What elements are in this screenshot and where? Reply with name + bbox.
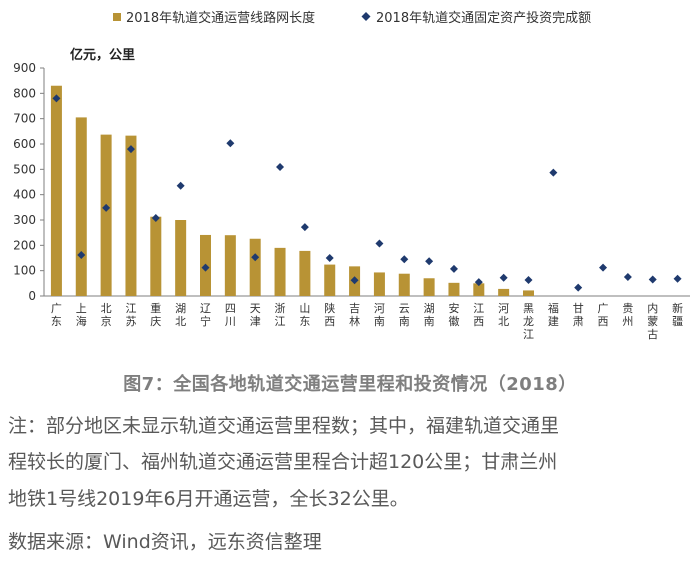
x-tick-label: 广西	[598, 302, 609, 328]
x-tick-label: 广东	[51, 302, 62, 328]
x-tick-label: 甘肃	[573, 302, 584, 328]
y-tick-label: 0	[28, 289, 36, 303]
y-tick-label: 200	[13, 238, 36, 252]
x-tick-label: 重庆	[150, 301, 161, 328]
y-tick-label: 300	[13, 213, 36, 227]
y-tick-label: 900	[13, 61, 36, 75]
point-山东	[300, 223, 309, 232]
point-安徽	[449, 264, 458, 273]
x-tick-label: 贵州	[622, 302, 633, 328]
x-tick-label: 天津	[250, 302, 261, 328]
x-tick-label: 湖南	[424, 302, 435, 328]
x-tick-label: 河南	[374, 302, 385, 328]
bar-陕西	[324, 264, 336, 296]
bar-湖北	[175, 220, 187, 296]
point-辽宁	[201, 263, 210, 272]
x-tick-label: 福建	[548, 301, 559, 328]
note-line-1: 注：部分地区未显示轨道交通运营里程数；其中，福建轨道交通里	[8, 415, 560, 437]
point-河北	[499, 273, 508, 282]
note-line-2: 程较长的厦门、福州轨道交通运营里程合计超120公里；甘肃兰州	[8, 451, 558, 473]
x-axis-labels: 广东上海北京江苏重庆湖北辽宁四川天津浙江山东陕西吉林河南云南湖南安徽江西河北黑龙…	[51, 301, 683, 341]
point-浙江	[276, 163, 285, 172]
bar-黑龙江	[523, 290, 534, 296]
x-tick-label: 湖北	[175, 302, 186, 328]
x-tick-label: 云南	[399, 302, 410, 328]
point-江苏	[126, 145, 135, 154]
bar-重庆	[150, 216, 162, 296]
point-河南	[375, 239, 384, 248]
x-tick-label: 吉林	[349, 302, 360, 328]
point-福建	[549, 168, 558, 177]
bar-江苏	[125, 135, 137, 296]
point-吉林	[350, 276, 359, 285]
bar-四川	[224, 235, 236, 296]
bar-河南	[373, 272, 385, 296]
chart-caption: 图7：全国各地轨道交通运营里程和投资情况（2018）	[123, 374, 577, 395]
bar-天津	[249, 238, 261, 296]
point-四川	[226, 139, 235, 148]
scatter-series	[52, 94, 682, 292]
y-tick-label: 800	[13, 86, 36, 100]
x-tick-label: 陕西	[324, 301, 335, 328]
point-重庆	[151, 213, 160, 222]
y-tick-label: 700	[13, 112, 36, 126]
data-source: 数据来源：Wind资讯，远东资信整理	[8, 531, 322, 553]
point-陕西	[325, 254, 334, 262]
point-广西	[599, 263, 608, 272]
point-云南	[400, 255, 409, 264]
point-甘肃	[574, 283, 583, 292]
x-tick-label: 山东	[299, 302, 310, 328]
point-天津	[251, 253, 260, 262]
bar-河北	[498, 288, 510, 296]
x-tick-label: 黑龙江	[523, 302, 534, 341]
x-tick-label: 内蒙古	[647, 301, 658, 341]
y-tick-label: 600	[13, 137, 36, 151]
y-axis: 0 100 200 300 400 500 600 700 800 900	[13, 61, 44, 303]
point-北京	[102, 203, 111, 212]
x-tick-label: 河北	[498, 302, 509, 328]
bar-浙江	[274, 247, 286, 296]
legend-bar-swatch	[113, 13, 121, 21]
bar-湖南	[423, 278, 435, 296]
x-tick-label: 四川	[225, 302, 236, 328]
x-tick-label: 上海	[76, 302, 87, 328]
point-上海	[77, 250, 86, 259]
x-tick-label: 北京	[101, 302, 112, 328]
point-内蒙古	[648, 275, 657, 284]
chart: 2018年轨道交通运营线路网长度 2018年轨道交通固定资产投资完成额 亿元，公…	[13, 10, 690, 341]
legend-diamond-icon	[361, 12, 371, 21]
point-湖北	[176, 181, 185, 190]
point-湖南	[425, 257, 434, 266]
point-新疆	[673, 274, 682, 283]
bar-安徽	[448, 282, 460, 296]
legend-bar-label: 2018年轨道交通运营线路网长度	[126, 10, 315, 26]
x-tick-label: 新疆	[672, 301, 683, 328]
x-tick-label: 辽宁	[200, 302, 211, 328]
bar-series	[50, 85, 534, 297]
bar-北京	[100, 134, 112, 296]
x-tick-label: 浙江	[275, 302, 286, 328]
x-tick-label: 安徽	[448, 301, 459, 328]
bar-广东	[50, 85, 62, 296]
point-江西	[474, 278, 483, 287]
y-tick-label: 500	[13, 162, 36, 176]
legend: 2018年轨道交通运营线路网长度 2018年轨道交通固定资产投资完成额	[113, 10, 591, 26]
y-tick-label: 400	[13, 188, 36, 202]
bar-上海	[75, 117, 87, 297]
bar-山东	[299, 250, 311, 296]
bar-云南	[398, 273, 410, 296]
y-tick-label: 100	[13, 264, 36, 278]
x-tick-label: 江西	[473, 302, 484, 328]
point-广东	[52, 94, 61, 103]
x-tick-label: 江苏	[125, 302, 136, 328]
bar-江西	[473, 283, 485, 296]
point-贵州	[623, 273, 632, 281]
legend-scatter-label: 2018年轨道交通固定资产投资完成额	[376, 10, 591, 26]
y-axis-unit: 亿元，公里	[70, 47, 135, 63]
point-黑龙江	[524, 276, 533, 285]
note-line-3: 地铁1号线2019年6月开通运营，全长32公里。	[8, 488, 409, 510]
